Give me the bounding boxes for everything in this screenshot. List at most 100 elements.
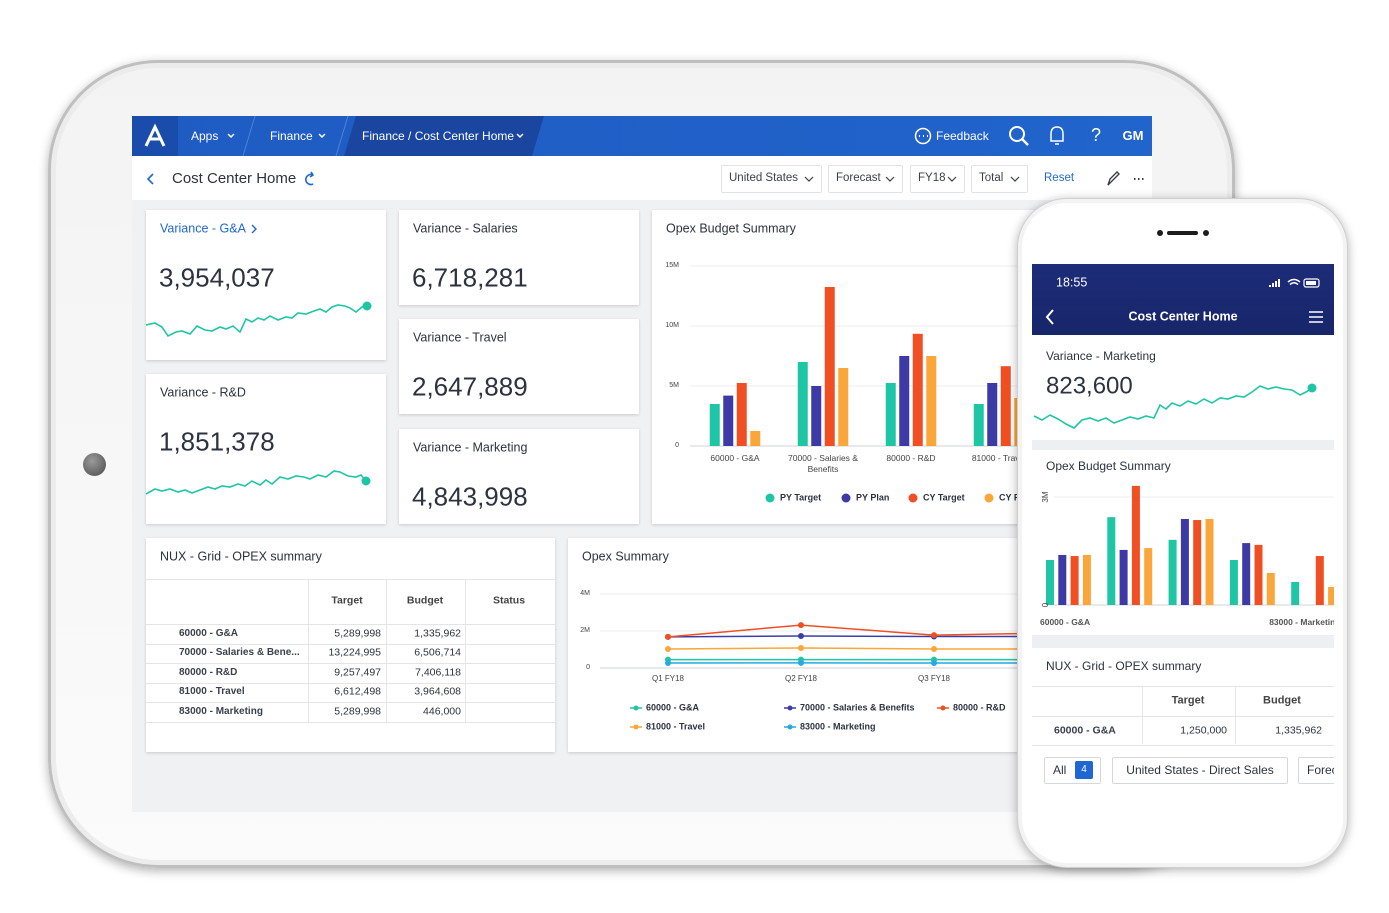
- chip-label: United States - Direct Sales: [1126, 762, 1274, 777]
- grid-title: NUX - Grid - OPEX summary: [160, 549, 322, 564]
- feedback-icon: [914, 127, 932, 145]
- series-point: [798, 659, 804, 666]
- kpi-value: 3,954,037: [159, 262, 275, 293]
- bar: [838, 368, 849, 446]
- row-line: [146, 643, 555, 645]
- breadcrumb-current: [344, 116, 544, 156]
- cell-value: 6,506,714: [414, 646, 461, 659]
- column-divider: [465, 580, 466, 722]
- cell-value: 5,289,998: [334, 705, 381, 718]
- series-point: [665, 633, 671, 640]
- series-point: [931, 660, 937, 667]
- filter-label: FY18: [918, 172, 946, 185]
- kpi-link-chevron: [251, 224, 257, 234]
- bar: [811, 386, 822, 446]
- search-icon[interactable]: [1009, 126, 1025, 142]
- card: [146, 374, 386, 524]
- series-point: [798, 632, 804, 639]
- column-header: Target: [1171, 694, 1205, 707]
- column-header: Budget: [1263, 694, 1301, 707]
- filter-label: Forecast: [836, 172, 881, 185]
- filter-chevron: [885, 176, 895, 182]
- card: [399, 429, 639, 524]
- card: [146, 538, 555, 752]
- back-icon[interactable]: [1045, 309, 1054, 325]
- legend-swatch: [841, 493, 851, 503]
- legend-swatch: [633, 705, 639, 711]
- reset-button: Reset: [1044, 172, 1075, 185]
- y-tick-label: 0: [675, 441, 679, 449]
- bar: [1046, 560, 1054, 605]
- bar: [987, 383, 998, 446]
- edit-icon[interactable]: [1107, 171, 1120, 186]
- bar: [797, 362, 808, 446]
- kpi-title: Variance - Salaries: [413, 221, 518, 236]
- y-tick-label: 10M: [665, 321, 679, 329]
- card: [1032, 648, 1334, 752]
- bar: [1144, 548, 1153, 605]
- menu-icon[interactable]: [1309, 311, 1323, 323]
- sparkline-dot: [1307, 383, 1317, 393]
- card: [146, 210, 386, 360]
- bar: [736, 383, 747, 446]
- kpi-title: Variance - Marketing: [1046, 348, 1156, 363]
- kpi-value: 6,718,281: [412, 262, 528, 293]
- column-header: Target: [331, 594, 363, 607]
- bar: [1000, 366, 1011, 446]
- filter-chevron: [1010, 176, 1020, 182]
- phone-text-layer: 18:55 Cost Center Home Variance - Marketin…: [1032, 264, 1334, 795]
- filter-chip[interactable]: [1298, 757, 1334, 784]
- x-tick-label: Q1 FY18: [651, 674, 685, 684]
- row-line: [1032, 716, 1334, 717]
- cell-value: 1,335,962: [414, 627, 461, 640]
- filter-dropdown: [828, 165, 903, 193]
- kpi-value: 1,851,378: [159, 426, 275, 457]
- x-tick-label: 83000 - Marketing: [1269, 616, 1334, 627]
- chart-title: Opex Summary: [582, 549, 669, 564]
- bar: [1107, 517, 1116, 605]
- cell-value: 446,000: [423, 705, 461, 718]
- kpi-title: Variance - R&D: [160, 385, 246, 400]
- legend-swatch: [787, 705, 793, 711]
- page-title: Cost Center Home: [172, 170, 297, 187]
- phone-camera: [1203, 230, 1209, 236]
- page-title: Cost Center Home: [1128, 309, 1238, 324]
- bar: [926, 356, 937, 446]
- cell-value: 9,257,497: [334, 666, 381, 679]
- y-tick-label: 0: [586, 663, 590, 671]
- bar: [1193, 520, 1202, 605]
- column-divider: [386, 580, 387, 722]
- search-icon[interactable]: [1021, 138, 1029, 146]
- nav-item: Apps: [191, 128, 219, 143]
- sparkline-dot: [362, 301, 372, 311]
- row-line: [146, 624, 555, 625]
- legend-label: 60000 - G&A: [646, 702, 700, 713]
- filter-dropdown: [971, 165, 1028, 193]
- y-tick-label: 3M: [1041, 491, 1051, 503]
- user-initials: GM: [1122, 128, 1144, 144]
- column-divider: [1142, 687, 1143, 744]
- legend-label: CY Target: [923, 492, 965, 503]
- grid-header-line: [146, 579, 555, 580]
- kpi-title: Variance - G&A: [160, 221, 246, 236]
- bar: [1058, 554, 1067, 605]
- y-tick-label: 4M: [580, 589, 590, 597]
- x-tick-label: 81000 - Travel: [971, 453, 1027, 463]
- row-label: 80000 - R&D: [179, 666, 238, 678]
- filter-chip[interactable]: [1112, 757, 1288, 784]
- bar: [1291, 581, 1300, 605]
- breadcrumb-divider: [242, 115, 349, 157]
- cell-value: 1,335,962: [1275, 724, 1322, 737]
- series-point: [931, 645, 937, 652]
- grid-header-line: [1032, 686, 1334, 687]
- phone-speaker: [1167, 231, 1198, 235]
- kpi-title: Variance - Marketing: [413, 440, 528, 455]
- legend-label: 81000 - Travel: [646, 721, 706, 732]
- bar: [1229, 560, 1238, 605]
- phone-screen: 18:55 Cost Center Home Variance - Marketin…: [1032, 264, 1334, 795]
- back-icon[interactable]: [146, 173, 154, 185]
- filter-label: United States: [729, 172, 799, 185]
- refresh-icon[interactable]: [305, 171, 315, 186]
- series-point: [665, 645, 671, 652]
- bell-icon[interactable]: [1050, 126, 1064, 145]
